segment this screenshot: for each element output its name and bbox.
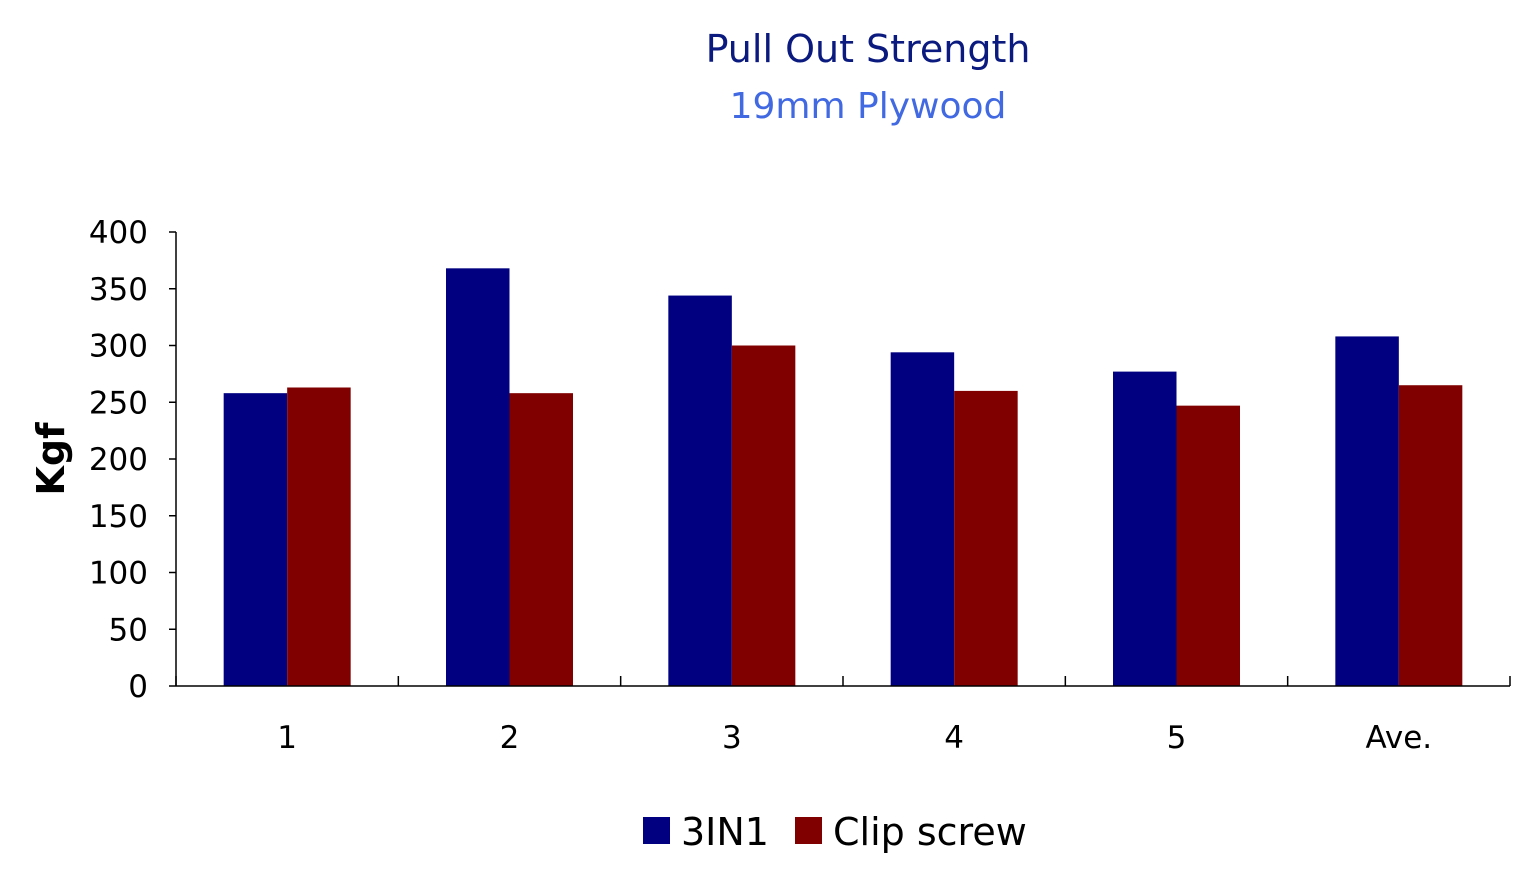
x-axis-ticks: 1 2 3 4 5 Ave. — [175, 676, 1511, 756]
bar-clip-screw — [509, 393, 573, 686]
y-tick-label: 350 — [89, 272, 148, 308]
bar-3in1 — [890, 352, 955, 686]
legend: 3IN1 Clip screw — [643, 810, 1027, 854]
y-tick-label: 400 — [89, 215, 148, 251]
legend-swatch-3in1 — [643, 817, 670, 844]
y-tick-label: 0 — [128, 669, 148, 705]
bar-clip-screw — [731, 345, 796, 686]
bar-3in1 — [1113, 371, 1177, 686]
x-tick-label: 5 — [1167, 720, 1187, 756]
y-tick-label: 250 — [89, 385, 148, 421]
x-tick-label: 3 — [722, 720, 742, 756]
y-tick-label: 200 — [89, 442, 148, 478]
y-tick-label: 50 — [109, 612, 148, 648]
legend-swatch-clip-screw — [795, 817, 822, 844]
bar-clip-screw — [1398, 385, 1463, 686]
y-tick-label: 150 — [89, 499, 148, 535]
bar-clip-screw — [954, 390, 1018, 686]
bar-3in1 — [446, 268, 510, 686]
bar-3in1 — [1335, 336, 1399, 686]
bars — [223, 268, 1463, 686]
y-axis-label: Kgf — [29, 422, 73, 496]
bar-3in1 — [668, 295, 732, 686]
x-tick-label: Ave. — [1365, 720, 1432, 756]
x-tick-label: 2 — [500, 720, 520, 756]
bar-3in1 — [223, 393, 288, 686]
bar-clip-screw — [287, 387, 351, 686]
y-axis-ticks: 0 50 100 150 200 250 300 350 400 — [89, 215, 176, 705]
y-tick-label: 300 — [89, 329, 148, 365]
x-tick-label: 1 — [277, 720, 297, 756]
y-tick-label: 100 — [89, 556, 148, 592]
legend-label-3in1: 3IN1 — [681, 810, 769, 854]
legend-label-clip-screw: Clip screw — [833, 810, 1027, 854]
bar-clip-screw — [1176, 405, 1240, 686]
chart-subtitle: 19mm Plywood — [730, 86, 1007, 127]
x-tick-label: 4 — [944, 720, 964, 756]
chart-title: Pull Out Strength — [706, 27, 1031, 71]
